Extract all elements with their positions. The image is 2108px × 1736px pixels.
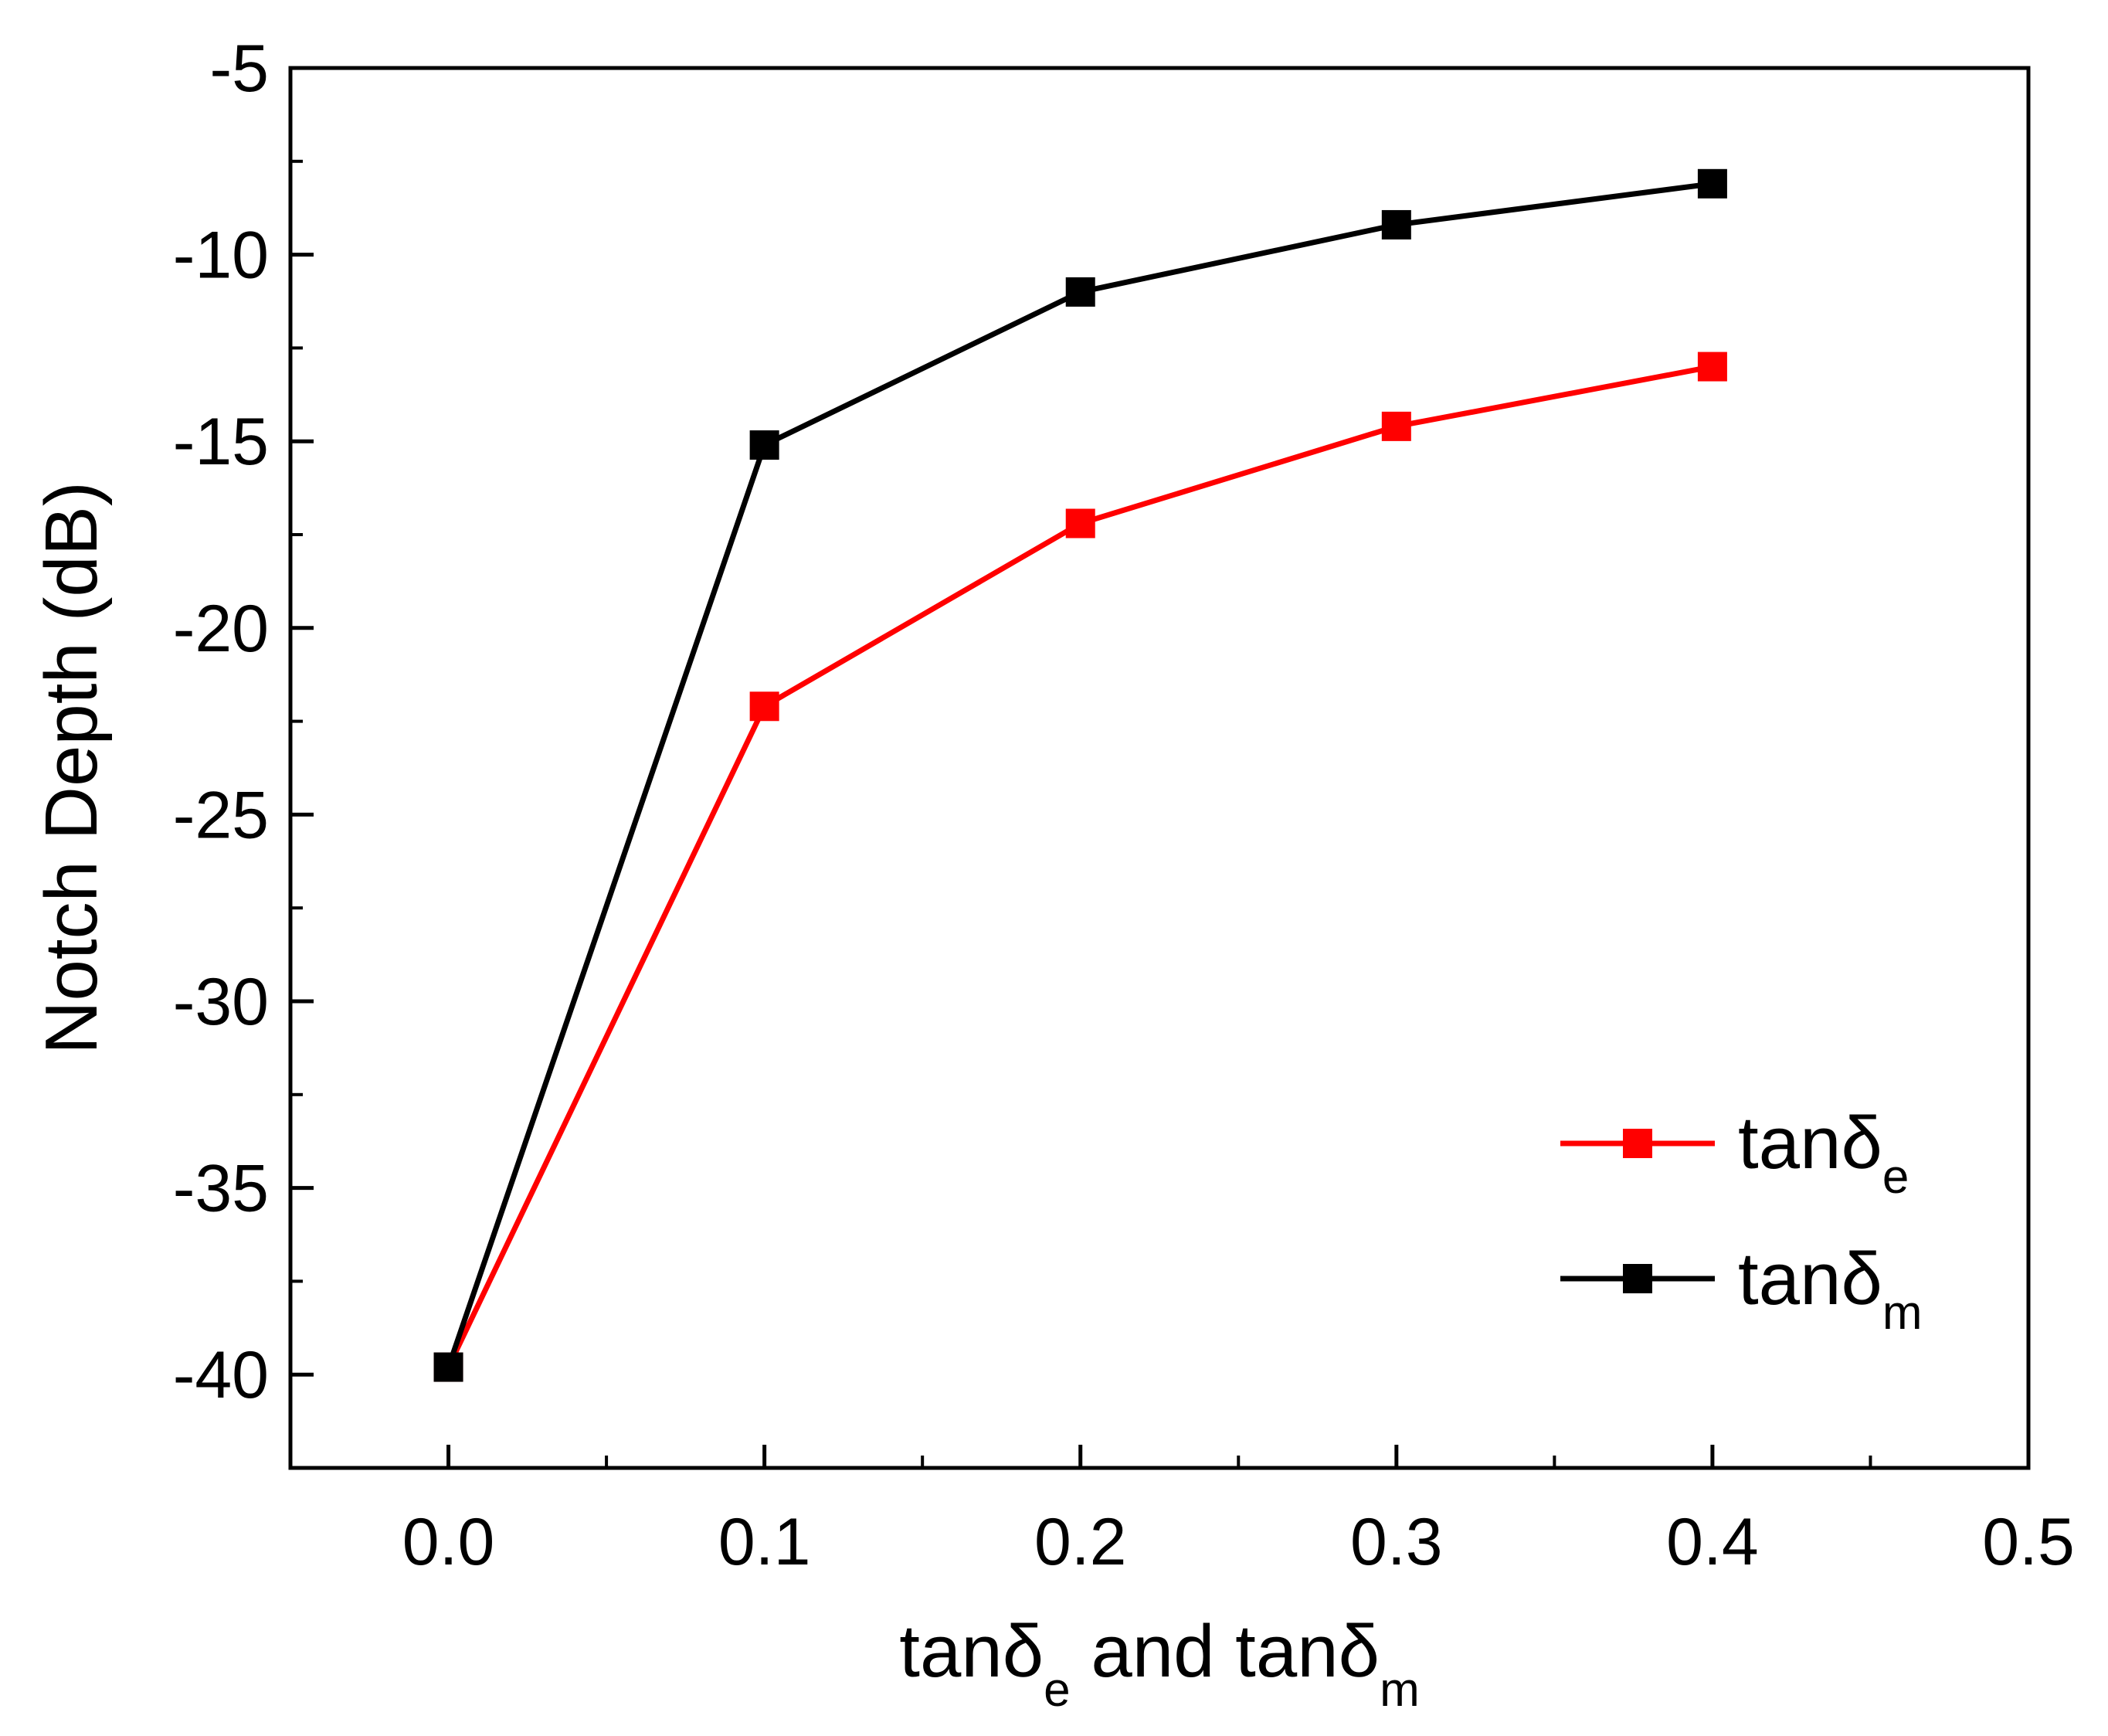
data-point-m (1381, 209, 1411, 240)
y-tick-label: -30 (173, 965, 269, 1039)
x-tick-label: 0.2 (1034, 1505, 1127, 1579)
legend-item-tan-delta-m: tanδm (1560, 1238, 1923, 1340)
legend-label-tan-delta-m-main: tanδ (1738, 1238, 1882, 1320)
series-layer (433, 168, 1727, 1382)
legend-label-tan-delta-e-main: tanδ (1738, 1102, 1882, 1184)
data-point-e (749, 691, 779, 722)
legend-label-tan-delta-m: tanδm (1738, 1238, 1923, 1340)
legend-label-tan-delta-m-sub: m (1882, 1286, 1923, 1340)
x-tick-label: 0.5 (1982, 1505, 2075, 1579)
data-point-m (1697, 168, 1727, 199)
legend-item-tan-delta-e: tanδe (1560, 1102, 1909, 1204)
x-tick-label: 0.0 (402, 1505, 495, 1579)
y-axis-title: Notch Depth (dB) (30, 481, 113, 1055)
series-line-m (446, 181, 1713, 1368)
data-point-m (749, 430, 779, 460)
legend-marker-tan-delta-e (1623, 1129, 1652, 1158)
data-point-m (433, 1352, 463, 1382)
legend-marker-tan-delta-m (1623, 1264, 1652, 1293)
y-tick-label: -10 (173, 219, 269, 293)
x-axis-title-sub1: e (1044, 1663, 1070, 1717)
data-point-e (1697, 352, 1727, 382)
data-point-m (1065, 277, 1095, 307)
x-axis-title-sub2: m (1380, 1663, 1420, 1717)
x-tick-label: 0.1 (718, 1505, 811, 1579)
y-tick-label: -35 (173, 1152, 269, 1226)
x-tick-label: 0.4 (1666, 1505, 1759, 1579)
y-tick-label: -5 (210, 32, 269, 106)
legend-label-tan-delta-e: tanδe (1738, 1102, 1909, 1204)
axis-ticks (290, 66, 2031, 1469)
x-axis-title: tanδe and tanδm (899, 1610, 1419, 1717)
data-point-e (1065, 508, 1095, 538)
legend: tanδe tanδm (1560, 1102, 1923, 1340)
legend-label-tan-delta-e-sub: e (1882, 1150, 1909, 1204)
x-tick-label: 0.3 (1350, 1505, 1443, 1579)
axis-tick-labels: 0.0 0.1 0.2 0.3 0.4 0.5 -40 -35 -30 -25 -20 -15 -10 -… (173, 32, 2075, 1579)
x-axis-title-part1: tanδ (899, 1610, 1044, 1693)
x-axis-title-part2: and tanδ (1071, 1610, 1380, 1693)
y-tick-label: -25 (173, 778, 269, 852)
plot-frame (288, 66, 2031, 1470)
y-tick-label: -40 (173, 1338, 269, 1412)
data-point-e (1381, 411, 1411, 441)
y-tick-label: -15 (173, 405, 269, 479)
y-tick-label: -20 (173, 592, 269, 666)
